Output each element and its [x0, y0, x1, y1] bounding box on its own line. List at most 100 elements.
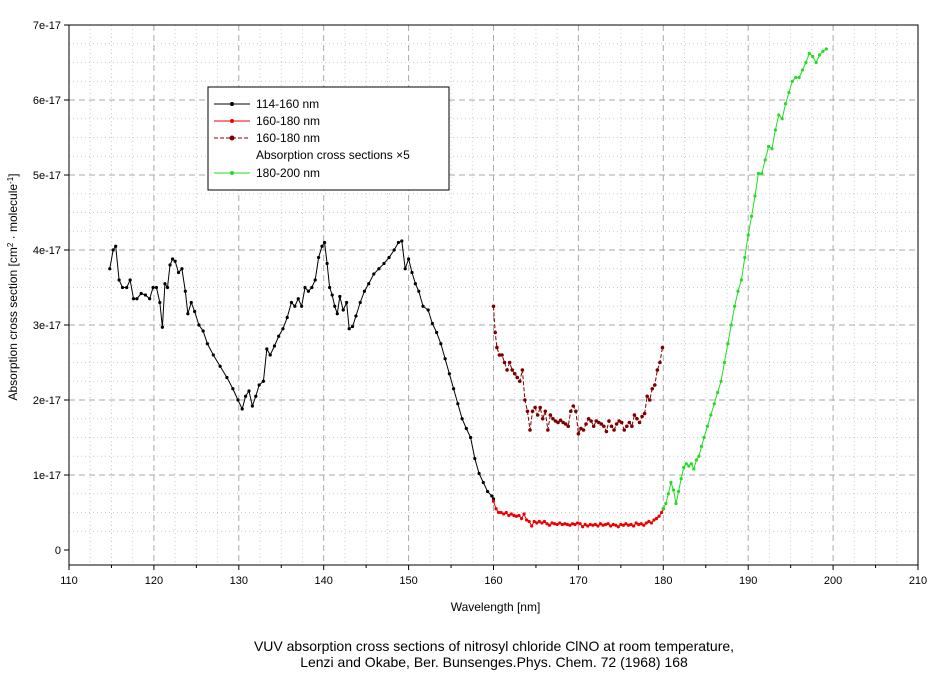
data-point — [739, 278, 744, 282]
data-point — [218, 364, 222, 368]
data-point — [268, 353, 272, 357]
data-point — [682, 465, 686, 470]
y-tick-label: 2e-17 — [33, 395, 61, 407]
data-point — [128, 278, 132, 282]
data-point — [581, 525, 585, 529]
y-axis-title-main: Absorption cross section [cm — [6, 247, 20, 400]
data-point — [558, 418, 563, 423]
legend-label-160-180-x5: 160-180 nm — [256, 131, 320, 145]
data-point — [647, 398, 652, 402]
data-point — [702, 435, 706, 440]
data-point — [265, 347, 269, 351]
data-point — [117, 278, 121, 282]
data-point — [505, 368, 509, 372]
data-point — [417, 289, 421, 293]
legend-marker-180-200 — [230, 171, 234, 175]
data-point — [596, 524, 600, 528]
data-point — [556, 420, 560, 425]
data-point — [607, 419, 611, 423]
data-point — [817, 53, 822, 57]
data-point — [330, 293, 334, 297]
data-point — [568, 409, 573, 414]
data-point — [794, 75, 798, 80]
data-point — [649, 521, 654, 525]
data-point — [644, 521, 648, 525]
data-point — [538, 405, 542, 410]
data-point — [490, 494, 494, 498]
data-point — [632, 413, 637, 417]
data-point — [669, 480, 673, 485]
data-point — [439, 342, 443, 346]
data-point — [211, 353, 215, 357]
data-point — [604, 429, 609, 434]
data-point — [135, 297, 139, 301]
data-point — [120, 285, 125, 290]
data-point — [547, 523, 552, 527]
data-point — [563, 422, 568, 426]
data-point — [491, 304, 496, 309]
x-tick-label: 160 — [484, 575, 502, 587]
data-point — [666, 492, 670, 496]
data-point — [804, 60, 808, 65]
data-point — [176, 270, 181, 275]
data-point — [790, 79, 794, 83]
data-point — [679, 477, 683, 481]
data-point — [555, 522, 559, 527]
data-point — [627, 420, 632, 425]
data-point — [328, 285, 332, 290]
data-point — [689, 462, 693, 466]
legend-label-114-160: 114-160 nm — [256, 97, 319, 111]
data-point — [530, 524, 534, 528]
data-point — [296, 297, 300, 301]
data-point — [527, 519, 531, 524]
data-point — [726, 342, 730, 346]
data-point — [705, 424, 710, 428]
data-point — [148, 297, 152, 301]
data-point — [125, 285, 129, 290]
x-tick-label: 140 — [315, 575, 333, 587]
data-point — [571, 404, 576, 408]
data-point — [507, 513, 511, 518]
axis-ticks: 110 120 130 140 150 160 170 180 190 200 210 0 1e-17 2… — [33, 20, 927, 587]
data-point — [619, 420, 624, 425]
x-tick-label: 180 — [654, 575, 672, 587]
data-point — [736, 289, 740, 293]
series-2 — [491, 304, 665, 436]
x-axis-title: Wavelength [nm] — [451, 600, 541, 614]
data-point — [588, 522, 592, 527]
data-point — [523, 398, 527, 402]
data-point — [532, 519, 536, 524]
y-tick-label: 3e-17 — [33, 320, 61, 332]
data-point — [591, 424, 596, 429]
data-point — [773, 128, 777, 132]
data-point — [396, 240, 401, 245]
data-point — [553, 522, 557, 526]
data-point — [491, 499, 496, 503]
data-point — [624, 424, 629, 429]
data-point — [494, 507, 498, 511]
data-point — [165, 285, 170, 290]
data-point — [481, 480, 485, 485]
data-point — [354, 314, 358, 318]
data-point — [642, 523, 646, 527]
data-point — [664, 501, 668, 506]
data-point — [729, 323, 733, 327]
data-point — [510, 368, 514, 372]
data-point — [578, 522, 582, 526]
data-point — [770, 147, 774, 151]
data-point — [546, 428, 550, 432]
data-point — [160, 325, 164, 329]
data-point — [535, 521, 539, 525]
data-point — [606, 522, 610, 526]
data-point — [777, 113, 781, 117]
data-point — [341, 308, 345, 312]
data-point — [512, 371, 517, 376]
data-point — [468, 435, 473, 440]
data-point — [637, 522, 641, 527]
y-axis-title-mid: · molecule — [6, 184, 20, 243]
data-point — [377, 267, 381, 271]
data-point — [542, 519, 547, 524]
y-axis-title-sup1: 2 — [6, 242, 15, 247]
data-point — [640, 414, 644, 419]
